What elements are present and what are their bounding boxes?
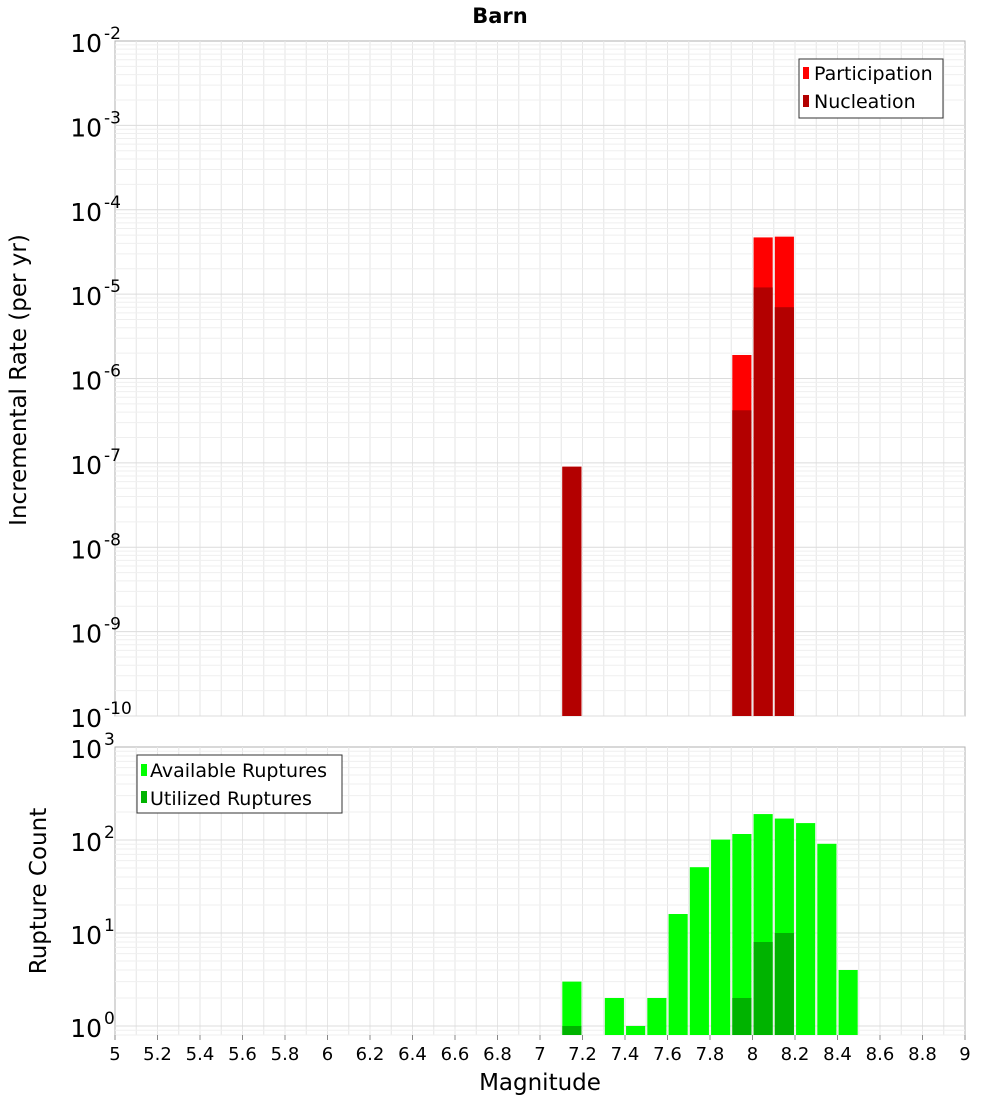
rate-y-tick-label: 10 (70, 451, 102, 480)
x-tick-label: 6.6 (441, 1044, 470, 1065)
rate-y-tick-label: 10 (70, 198, 102, 227)
rate-y-tick-exponent: -8 (104, 530, 121, 550)
count-bar-s2 (774, 932, 794, 1035)
rate-y-tick-label: 10 (70, 367, 102, 396)
count-y-tick-label: 10 (70, 1014, 102, 1043)
count-bar-s2 (562, 1025, 582, 1035)
x-tick-label: 9 (959, 1044, 970, 1065)
x-tick-label: 5 (109, 1044, 120, 1065)
rate-y-tick-exponent: -4 (104, 193, 121, 213)
count-legend: Available Ruptures Utilized Ruptures (136, 754, 343, 814)
x-tick-label: 5.6 (228, 1044, 257, 1065)
legend-label-utilized: Utilized Ruptures (150, 788, 312, 810)
rate-y-tick-label: 10 (70, 113, 102, 142)
rate-y-tick-exponent: -7 (104, 446, 121, 466)
x-tick-label: 7.2 (568, 1044, 597, 1065)
x-tick-label: 6.4 (398, 1044, 427, 1065)
count-bar-s1 (711, 839, 731, 1035)
count-bar-s1 (732, 834, 752, 1035)
rate-y-tick-exponent: -3 (104, 108, 121, 128)
rate-y-tick-label: 10 (70, 704, 102, 733)
count-y-tick-exponent: 0 (104, 1009, 115, 1029)
count-bar-s1 (647, 997, 667, 1035)
x-tick-label: 6.8 (483, 1044, 512, 1065)
x-tick-label: 8 (747, 1044, 758, 1065)
rate-legend-box (798, 58, 944, 119)
count-y-tick-exponent: 2 (104, 823, 115, 843)
legend-label-participation: Participation (814, 63, 933, 85)
rate-y-tick-exponent: -10 (104, 699, 132, 719)
rate-y-tick-exponent: -5 (104, 277, 121, 297)
rate-grid (115, 41, 965, 717)
x-tick-label: 8.2 (781, 1044, 810, 1065)
rate-y-tick-exponent: -2 (104, 24, 121, 44)
legend-label-nucleation: Nucleation (814, 91, 916, 113)
legend-label-available: Available Ruptures (150, 760, 327, 782)
x-tick-label: 8.4 (823, 1044, 852, 1065)
rate-bar-s2 (732, 410, 752, 716)
x-tick-label: 6.2 (356, 1044, 385, 1065)
rate-bar-s2 (753, 287, 773, 716)
x-tick-label: 7.8 (696, 1044, 725, 1065)
count-legend-box (136, 754, 343, 814)
rate-bar-s2 (562, 466, 582, 716)
count-bar-s2 (753, 942, 773, 1035)
count-y-tick-exponent: 1 (104, 916, 115, 936)
rate-bar-s2 (774, 307, 794, 716)
legend-swatch-available (141, 764, 147, 776)
rate-y-tick-label: 10 (70, 535, 102, 564)
x-tick-label: 5.2 (143, 1044, 172, 1065)
count-bar-s1 (604, 997, 624, 1035)
rate-legend: Participation Nucleation (798, 58, 944, 119)
legend-swatch-participation (803, 67, 809, 79)
count-bar-s1 (668, 914, 688, 1035)
x-tick-label: 7 (534, 1044, 545, 1065)
count-bar-s1 (796, 823, 816, 1035)
count-bar-s2 (732, 997, 752, 1035)
x-tick-label: 7.4 (611, 1044, 640, 1065)
chart-title: Barn (472, 4, 527, 28)
rate-y-axis-label: Incremental Rate (per yr) (6, 234, 32, 526)
rate-bars (562, 236, 794, 716)
count-bar-s1 (562, 981, 582, 1035)
count-y-tick-label: 10 (70, 735, 102, 764)
rate-y-tick-exponent: -6 (104, 362, 121, 382)
count-y-axis-label: Rupture Count (26, 808, 52, 974)
count-bar-s1 (626, 1025, 646, 1035)
count-y-tick-label: 10 (70, 828, 102, 857)
rate-y-tick-label: 10 (70, 29, 102, 58)
rate-y-tick-label: 10 (70, 282, 102, 311)
count-bar-s1 (689, 867, 709, 1035)
legend-swatch-utilized (141, 791, 147, 803)
x-tick-label: 8.6 (866, 1044, 895, 1065)
x-tick-label: 8.8 (908, 1044, 937, 1065)
x-tick-label: 5.4 (186, 1044, 215, 1065)
count-y-tick-exponent: 3 (104, 730, 115, 750)
count-bar-s1 (838, 969, 858, 1035)
x-axis-label: Magnitude (479, 1070, 601, 1096)
rate-y-tick-label: 10 (70, 620, 102, 649)
legend-swatch-nucleation (803, 95, 809, 107)
x-tick-label: 7.6 (653, 1044, 682, 1065)
rate-y-tick-exponent: -9 (104, 615, 121, 635)
x-tick-label: 6 (322, 1044, 333, 1065)
count-y-tick-label: 10 (70, 921, 102, 950)
x-ticks: 5 5.2 5.4 5.6 5.8 6 6.2 6.4 6.6 6.8 7 7.2 7.4 7.6 7.8 8… (109, 1035, 971, 1065)
x-tick-label: 5.8 (271, 1044, 300, 1065)
count-bars (562, 814, 858, 1035)
count-bar-s1 (817, 843, 837, 1035)
